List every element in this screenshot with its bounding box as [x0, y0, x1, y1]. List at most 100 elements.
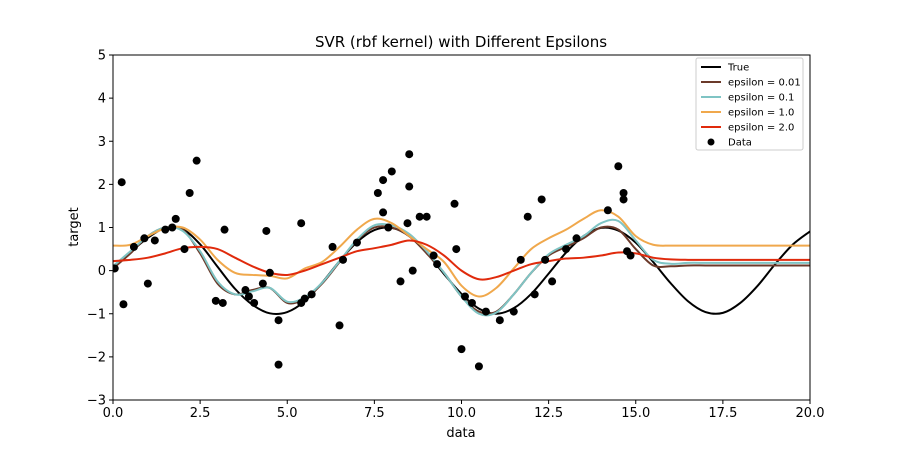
y-axis-label: target — [67, 207, 82, 247]
data-point — [211, 296, 220, 305]
legend-label-epsilon-0-1: epsilon = 0.1 — [728, 93, 794, 104]
data-point — [262, 226, 271, 235]
y-tick-label: 3 — [98, 135, 106, 150]
data-point — [244, 292, 253, 301]
data-point — [405, 150, 414, 159]
data-point — [452, 245, 461, 254]
data-point — [218, 298, 227, 307]
data-point — [541, 255, 550, 264]
x-tick-label: 5.0 — [277, 406, 298, 421]
y-tick-label: 4 — [98, 92, 106, 107]
data-point — [150, 236, 159, 245]
data-point — [258, 279, 267, 288]
x-axis-label: data — [446, 426, 475, 441]
data-point — [192, 156, 201, 165]
data-point — [140, 234, 149, 243]
data-point — [614, 162, 623, 171]
data-point — [481, 307, 490, 316]
legend-label-epsilon-1-0: epsilon = 1.0 — [728, 108, 794, 119]
data-point — [171, 214, 180, 223]
data-point — [415, 212, 424, 221]
legend-swatch-data — [707, 138, 715, 146]
data-point — [161, 225, 170, 234]
data-point — [537, 195, 546, 204]
y-tick-label: −1 — [87, 307, 106, 322]
data-point — [433, 260, 442, 269]
data-point — [220, 225, 229, 234]
legend-label-epsilon-2-0: epsilon = 2.0 — [728, 123, 794, 134]
data-point — [143, 279, 152, 288]
x-tick-label: 2.5 — [190, 406, 211, 421]
y-tick-label: 0 — [98, 264, 106, 279]
data-point — [307, 290, 316, 299]
data-point — [274, 316, 283, 325]
data-point — [460, 292, 469, 301]
data-point — [619, 195, 628, 204]
series-line-epsilon-2-0 — [113, 239, 810, 281]
data-point — [185, 189, 194, 197]
data-point — [562, 245, 571, 254]
data-point — [387, 167, 396, 176]
data-point — [117, 178, 126, 187]
y-tick-label: 2 — [98, 178, 106, 193]
series-line-epsilon-1-0 — [113, 209, 810, 298]
y-tick-label: 1 — [98, 221, 106, 236]
x-tick-label: 15.0 — [621, 406, 650, 421]
data-point — [530, 290, 539, 299]
y-tick-label: −2 — [87, 350, 106, 365]
data-point — [523, 212, 532, 221]
data-point — [241, 286, 250, 295]
data-point — [300, 294, 309, 303]
x-axis: 0.0 2.5 5.0 7.5 10.0 12.5 15.0 17.5 20.0 — [103, 400, 825, 421]
data-point — [619, 189, 628, 197]
data-point — [429, 251, 438, 260]
x-tick-label: 0.0 — [103, 406, 124, 421]
data-point — [168, 223, 177, 232]
data-point — [626, 251, 635, 260]
legend-label-data: Data — [728, 138, 752, 149]
data-point — [384, 223, 393, 232]
data-point — [509, 307, 518, 316]
legend: True epsilon = 0.01 epsilon = 0.1 epsilon =… — [695, 57, 804, 151]
legend-box — [695, 57, 804, 151]
data-point — [274, 360, 283, 369]
x-tick-label: 7.5 — [364, 406, 385, 421]
data-point — [379, 208, 388, 217]
data-point — [265, 268, 274, 277]
chart-title: SVR (rbf kernel) with Different Epsilons — [315, 33, 607, 51]
data-point — [495, 316, 504, 325]
data-point — [405, 182, 414, 191]
data-point — [467, 298, 476, 307]
data-point — [250, 298, 259, 307]
data-point — [408, 266, 417, 275]
data-point — [297, 219, 306, 228]
data-point — [379, 176, 388, 185]
data-point — [516, 255, 525, 264]
data-point — [328, 242, 337, 251]
data-point — [422, 212, 431, 221]
legend-label-epsilon-0-01: epsilon = 0.01 — [728, 78, 801, 89]
series-line-true — [113, 225, 810, 315]
data-point — [373, 189, 382, 197]
data-point — [129, 242, 138, 251]
data-point — [113, 264, 119, 273]
x-tick-label: 17.5 — [708, 406, 737, 421]
data-point — [572, 234, 581, 243]
data-point — [603, 206, 612, 215]
x-tick-label: 12.5 — [534, 406, 563, 421]
data-point — [403, 219, 412, 228]
y-axis: −3 −2 −1 0 1 2 3 4 5 — [87, 49, 113, 409]
data-point — [474, 362, 483, 371]
legend-label-true: True — [727, 63, 749, 74]
data-point — [457, 345, 466, 354]
x-tick-label: 10.0 — [447, 406, 476, 421]
scatter-layer — [113, 150, 635, 371]
y-tick-label: 5 — [98, 49, 106, 64]
data-point — [335, 321, 344, 330]
y-tick-label: −3 — [87, 394, 106, 409]
data-point — [339, 255, 348, 264]
data-point — [119, 300, 128, 309]
x-tick-label: 20.0 — [796, 406, 825, 421]
data-point — [396, 277, 405, 286]
